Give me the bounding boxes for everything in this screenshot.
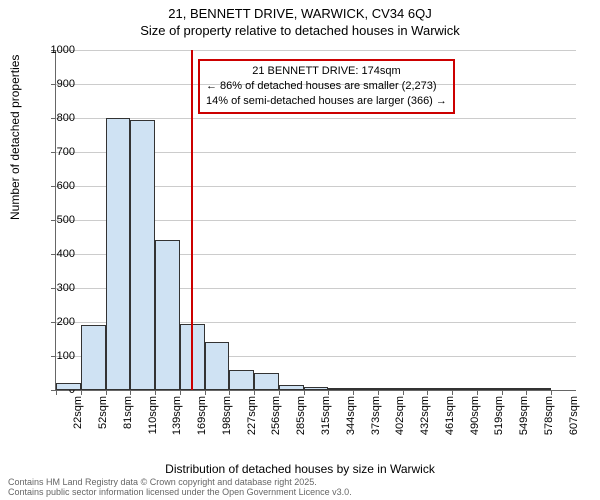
xtick-label: 198sqm bbox=[221, 396, 233, 435]
xtick-mark bbox=[378, 390, 379, 395]
xtick-label: 169sqm bbox=[196, 396, 208, 435]
histogram-bar bbox=[130, 120, 155, 390]
xtick-label: 256sqm bbox=[270, 396, 282, 435]
xtick-label: 227sqm bbox=[246, 396, 258, 435]
xtick-label: 110sqm bbox=[147, 396, 159, 434]
xtick-label: 344sqm bbox=[345, 396, 357, 435]
histogram-bar bbox=[106, 118, 131, 390]
xtick-label: 402sqm bbox=[394, 396, 406, 435]
xtick-mark bbox=[452, 390, 453, 395]
xtick-mark bbox=[353, 390, 354, 395]
histogram-bar bbox=[205, 342, 230, 390]
xtick-label: 549sqm bbox=[518, 396, 530, 435]
xtick-mark bbox=[526, 390, 527, 395]
xtick-label: 490sqm bbox=[469, 396, 481, 435]
title-line2: Size of property relative to detached ho… bbox=[0, 23, 600, 40]
xtick-mark bbox=[254, 390, 255, 395]
annotation-line: 14% of semi-detached houses are larger (… bbox=[206, 94, 447, 109]
xtick-mark bbox=[551, 390, 552, 395]
plot-region: 22sqm52sqm81sqm110sqm139sqm169sqm198sqm2… bbox=[55, 50, 576, 391]
ytick-label: 700 bbox=[35, 146, 75, 158]
xtick-label: 285sqm bbox=[295, 396, 307, 435]
ytick-label: 300 bbox=[35, 282, 75, 294]
xtick-label: 578sqm bbox=[543, 396, 555, 435]
xtick-mark bbox=[304, 390, 305, 395]
xtick-mark bbox=[403, 390, 404, 395]
histogram-bar bbox=[378, 388, 403, 390]
ytick-label: 400 bbox=[35, 248, 75, 260]
attribution-footer: Contains HM Land Registry data © Crown c… bbox=[8, 478, 352, 498]
footer-line2: Contains public sector information licen… bbox=[8, 488, 352, 498]
histogram-bar bbox=[279, 385, 304, 390]
histogram-bar bbox=[403, 388, 428, 390]
ytick-label: 100 bbox=[35, 350, 75, 362]
histogram-bar bbox=[526, 388, 551, 390]
ytick-label: 500 bbox=[35, 214, 75, 226]
histogram-bar bbox=[427, 388, 452, 390]
xtick-label: 139sqm bbox=[171, 396, 183, 435]
xtick-label: 607sqm bbox=[568, 396, 580, 435]
xtick-mark bbox=[279, 390, 280, 395]
ytick-label: 900 bbox=[35, 78, 75, 90]
x-axis-label: Distribution of detached houses by size … bbox=[0, 462, 600, 476]
xtick-label: 22sqm bbox=[72, 396, 84, 429]
chart-area: 22sqm52sqm81sqm110sqm139sqm169sqm198sqm2… bbox=[55, 50, 575, 415]
xtick-mark bbox=[180, 390, 181, 395]
xtick-label: 519sqm bbox=[493, 396, 505, 435]
annotation-line: 21 BENNETT DRIVE: 174sqm bbox=[206, 64, 447, 79]
ytick-label: 600 bbox=[35, 180, 75, 192]
xtick-mark bbox=[106, 390, 107, 395]
histogram-bar bbox=[477, 388, 502, 390]
property-marker-line bbox=[191, 50, 193, 390]
xtick-mark bbox=[205, 390, 206, 395]
chart-title: 21, BENNETT DRIVE, WARWICK, CV34 6QJ Siz… bbox=[0, 0, 600, 40]
histogram-bar bbox=[254, 373, 279, 390]
histogram-bar bbox=[155, 240, 180, 390]
histogram-bar bbox=[56, 383, 81, 390]
xtick-label: 81sqm bbox=[122, 396, 134, 429]
histogram-bar bbox=[502, 388, 527, 390]
xtick-mark bbox=[81, 390, 82, 395]
annotation-box: 21 BENNETT DRIVE: 174sqm← 86% of detache… bbox=[198, 59, 455, 114]
histogram-bar bbox=[353, 388, 378, 390]
xtick-label: 52sqm bbox=[97, 396, 109, 429]
y-axis-label: Number of detached properties bbox=[8, 55, 22, 220]
xtick-mark bbox=[502, 390, 503, 395]
xtick-mark bbox=[427, 390, 428, 395]
xtick-label: 315sqm bbox=[320, 396, 332, 435]
xtick-mark bbox=[229, 390, 230, 395]
xtick-label: 461sqm bbox=[444, 396, 456, 435]
histogram-bar bbox=[304, 387, 329, 390]
xtick-mark bbox=[477, 390, 478, 395]
xtick-label: 373sqm bbox=[370, 396, 382, 435]
histogram-bar bbox=[81, 325, 106, 390]
ytick-label: 800 bbox=[35, 112, 75, 124]
histogram-bar bbox=[328, 388, 353, 390]
ytick-label: 200 bbox=[35, 316, 75, 328]
xtick-mark bbox=[328, 390, 329, 395]
annotation-line: ← 86% of detached houses are smaller (2,… bbox=[206, 79, 447, 94]
xtick-mark bbox=[155, 390, 156, 395]
histogram-bar bbox=[229, 370, 254, 390]
xtick-mark bbox=[130, 390, 131, 395]
xtick-label: 432sqm bbox=[419, 396, 431, 435]
title-line1: 21, BENNETT DRIVE, WARWICK, CV34 6QJ bbox=[0, 6, 600, 23]
gridline bbox=[56, 50, 576, 51]
ytick-label: 1000 bbox=[35, 44, 75, 56]
histogram-bar bbox=[452, 388, 477, 390]
